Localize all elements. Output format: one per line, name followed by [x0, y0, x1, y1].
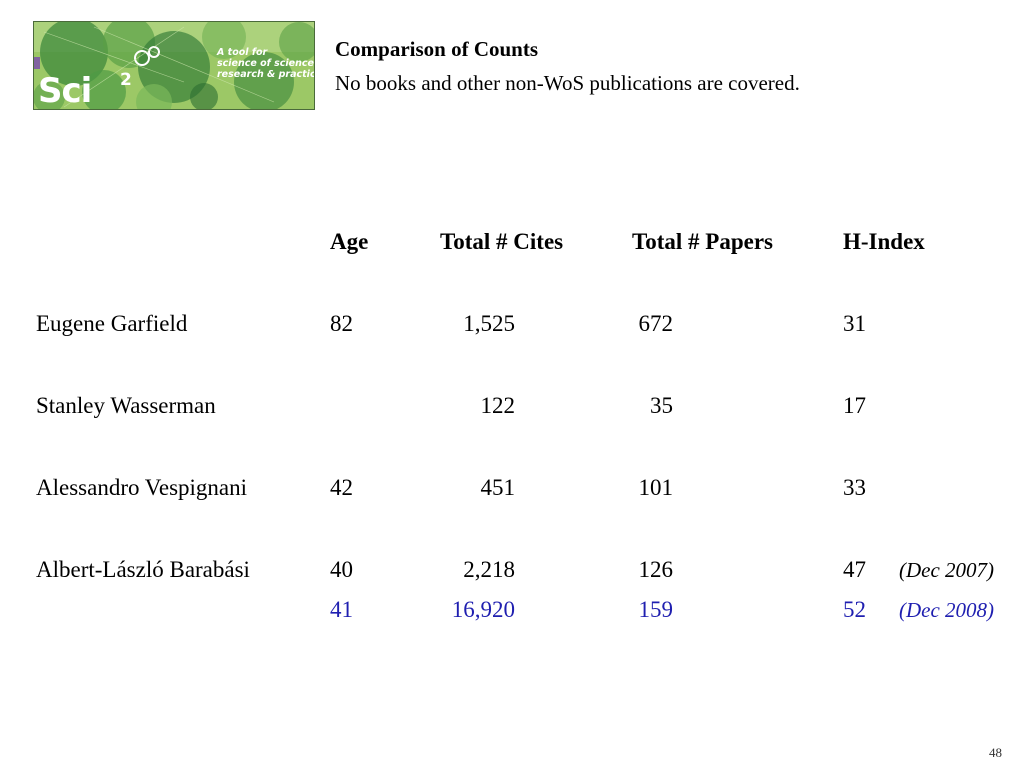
- row-papers: 159: [638, 597, 674, 622]
- row-name: Stanley Wasserman: [36, 393, 216, 418]
- page-number: 48: [989, 745, 1002, 760]
- row-name: Eugene Garfield: [36, 311, 188, 336]
- row-cites: 122: [480, 393, 516, 418]
- logo-tagline-line: research & practice: [217, 69, 315, 80]
- row-cites: 2,218: [463, 557, 515, 582]
- header-total-papers: Total # Papers: [632, 229, 773, 254]
- logo-wordmark: Sci: [38, 71, 92, 110]
- page-subtitle: No books and other non-WoS publications …: [335, 71, 800, 95]
- row-h-index: 31: [843, 311, 866, 336]
- row-papers: 35: [650, 393, 673, 418]
- row-age: 82: [330, 311, 353, 336]
- row-h-index: 52: [843, 597, 866, 622]
- row-name: Alessandro Vespignani: [36, 475, 248, 500]
- header-h-index: H-Index: [843, 229, 925, 254]
- logo-superscript: 2: [120, 70, 132, 90]
- row-name: Albert-László Barabási: [36, 557, 250, 582]
- logo-tagline: A tool for science of science research &…: [217, 47, 315, 80]
- logo-tagline-line: A tool for: [217, 47, 268, 58]
- row-papers: 101: [638, 475, 674, 500]
- row-age: 40: [330, 557, 353, 582]
- row-age: 42: [330, 475, 353, 500]
- page-title: Comparison of Counts: [335, 37, 539, 61]
- row-date-note: (Dec 2008): [899, 598, 995, 622]
- row-papers: 126: [638, 557, 674, 582]
- logo-graphic: [34, 22, 314, 109]
- row-h-index: 17: [843, 393, 866, 418]
- row-cites: 1,525: [463, 311, 515, 336]
- row-h-index: 33: [843, 475, 866, 500]
- logo-tagline-line: science of science: [217, 58, 314, 69]
- row-cites: 451: [480, 475, 516, 500]
- row-date-note: (Dec 2007): [899, 558, 995, 582]
- header-total-cites: Total # Cites: [440, 229, 564, 254]
- header-age: Age: [330, 229, 369, 254]
- row-h-index: 47: [843, 557, 866, 582]
- row-age: 41: [330, 597, 353, 622]
- sci2-logo: Sci 2 A tool for science of science rese…: [33, 21, 315, 110]
- row-cites: 16,920: [451, 597, 515, 622]
- row-papers: 672: [638, 311, 674, 336]
